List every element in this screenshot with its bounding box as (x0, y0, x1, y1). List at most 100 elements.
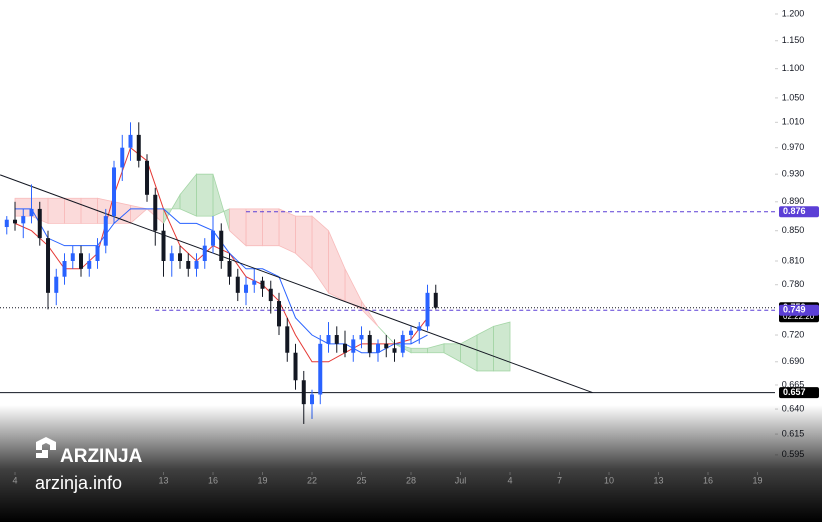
cloud-segment (460, 334, 478, 372)
y-tick-label: 0.850 (782, 225, 805, 235)
bottom-shade (0, 405, 822, 522)
y-tick-label: 1.200 (782, 8, 805, 18)
cloud-segment (80, 197, 98, 224)
price-tag-countdown: 02:22:20 (783, 312, 815, 321)
candle-body (343, 343, 348, 353)
cloud-segment (410, 347, 428, 354)
y-tick-label: 0.890 (782, 196, 805, 206)
y-tick-label: 0.970 (782, 142, 805, 152)
candle-body (326, 335, 331, 344)
candle-body (54, 276, 59, 293)
candle-body (4, 219, 9, 228)
cloud-segment (130, 204, 148, 225)
candle-body (235, 276, 240, 293)
candle-body (13, 219, 18, 224)
candle-body (46, 238, 51, 293)
x-tick-label: 10 (604, 475, 614, 485)
x-tick-label: 16 (703, 475, 713, 485)
candle-body (87, 261, 92, 269)
candle-body (376, 343, 381, 353)
cloud-segment (212, 174, 230, 231)
cloud-segment (163, 193, 181, 225)
candle-body (392, 348, 397, 353)
candle-body (62, 261, 67, 277)
x-tick-label: 13 (159, 475, 169, 485)
price-tag (779, 304, 819, 316)
x-tick-label: 19 (258, 475, 268, 485)
cloud-segment (493, 321, 511, 372)
candle-body (400, 335, 405, 353)
x-tick-label: 25 (357, 475, 367, 485)
candle-body (120, 147, 125, 168)
y-tick-label: 0.690 (782, 356, 805, 366)
candle-body (145, 160, 150, 195)
y-tick-label: 1.010 (782, 117, 805, 127)
price-tag-label: 0.657 (783, 387, 806, 397)
candle-body (301, 380, 306, 405)
candle-body (153, 194, 158, 231)
candle-body (227, 261, 232, 277)
cloud-segment (427, 343, 445, 354)
candle-body (359, 335, 364, 340)
y-tick-label: 0.665 (782, 379, 805, 389)
cloud-segment (311, 215, 329, 295)
x-tick-label: 22 (307, 475, 317, 485)
watermark-brand: ARZINJA (60, 446, 143, 467)
candle-body (268, 288, 273, 302)
y-tick-label: 1.150 (782, 35, 805, 45)
y-tick-label: 0.930 (782, 169, 805, 179)
cloud-segment (328, 230, 346, 302)
x-tick-label: 7 (557, 475, 562, 485)
candle-body (417, 326, 422, 331)
watermark-logo (36, 437, 56, 458)
candle-body (186, 261, 191, 269)
cloud-segment (47, 197, 65, 224)
candle-body (128, 134, 133, 148)
cloud-segment (344, 268, 362, 311)
price-tag (779, 387, 819, 399)
candle-body (136, 134, 141, 161)
price-tag-label: 0.749 (783, 305, 806, 315)
cloud-segment (278, 208, 296, 254)
x-tick-label: 28 (406, 475, 416, 485)
candle-body (351, 339, 356, 353)
candle-body (260, 280, 265, 289)
x-tick-label: 16 (208, 475, 218, 485)
cloud-segment (229, 208, 247, 247)
candle-body (219, 230, 224, 262)
cloud-segment (245, 208, 263, 247)
candle-body (310, 394, 315, 405)
candle-body (211, 230, 216, 246)
indicator-line (0, 174, 593, 394)
x-tick-label: 13 (654, 475, 664, 485)
y-tick-label: 1.100 (782, 63, 805, 73)
candle-body (178, 253, 183, 262)
cloud-segment (476, 325, 494, 372)
candle-body (112, 167, 117, 217)
candle-body (161, 230, 166, 262)
x-tick-label: 4 (13, 475, 18, 485)
cloud-segment (295, 215, 313, 270)
candle-body (37, 208, 42, 239)
candle-body (95, 245, 100, 262)
cloud-segment (361, 299, 379, 327)
y-tick-label: 0.720 (782, 329, 805, 339)
x-tick-label: Jul (455, 475, 467, 485)
x-tick-label: 19 (753, 475, 763, 485)
candle-body (79, 253, 84, 269)
candle-body (409, 330, 414, 336)
candle-body (318, 343, 323, 395)
candle-body (194, 261, 199, 269)
candle-body (277, 301, 282, 327)
x-tick-label: 4 (508, 475, 513, 485)
candle-body (29, 208, 34, 217)
candle-body (244, 284, 249, 293)
candle-body (433, 292, 438, 308)
candle-body (70, 253, 75, 262)
cloud-segment (262, 208, 280, 247)
candle-body (21, 216, 26, 224)
y-tick-label: 0.810 (782, 255, 805, 265)
price-tag-label: 0.876 (783, 206, 806, 216)
cloud-segment (443, 343, 461, 363)
